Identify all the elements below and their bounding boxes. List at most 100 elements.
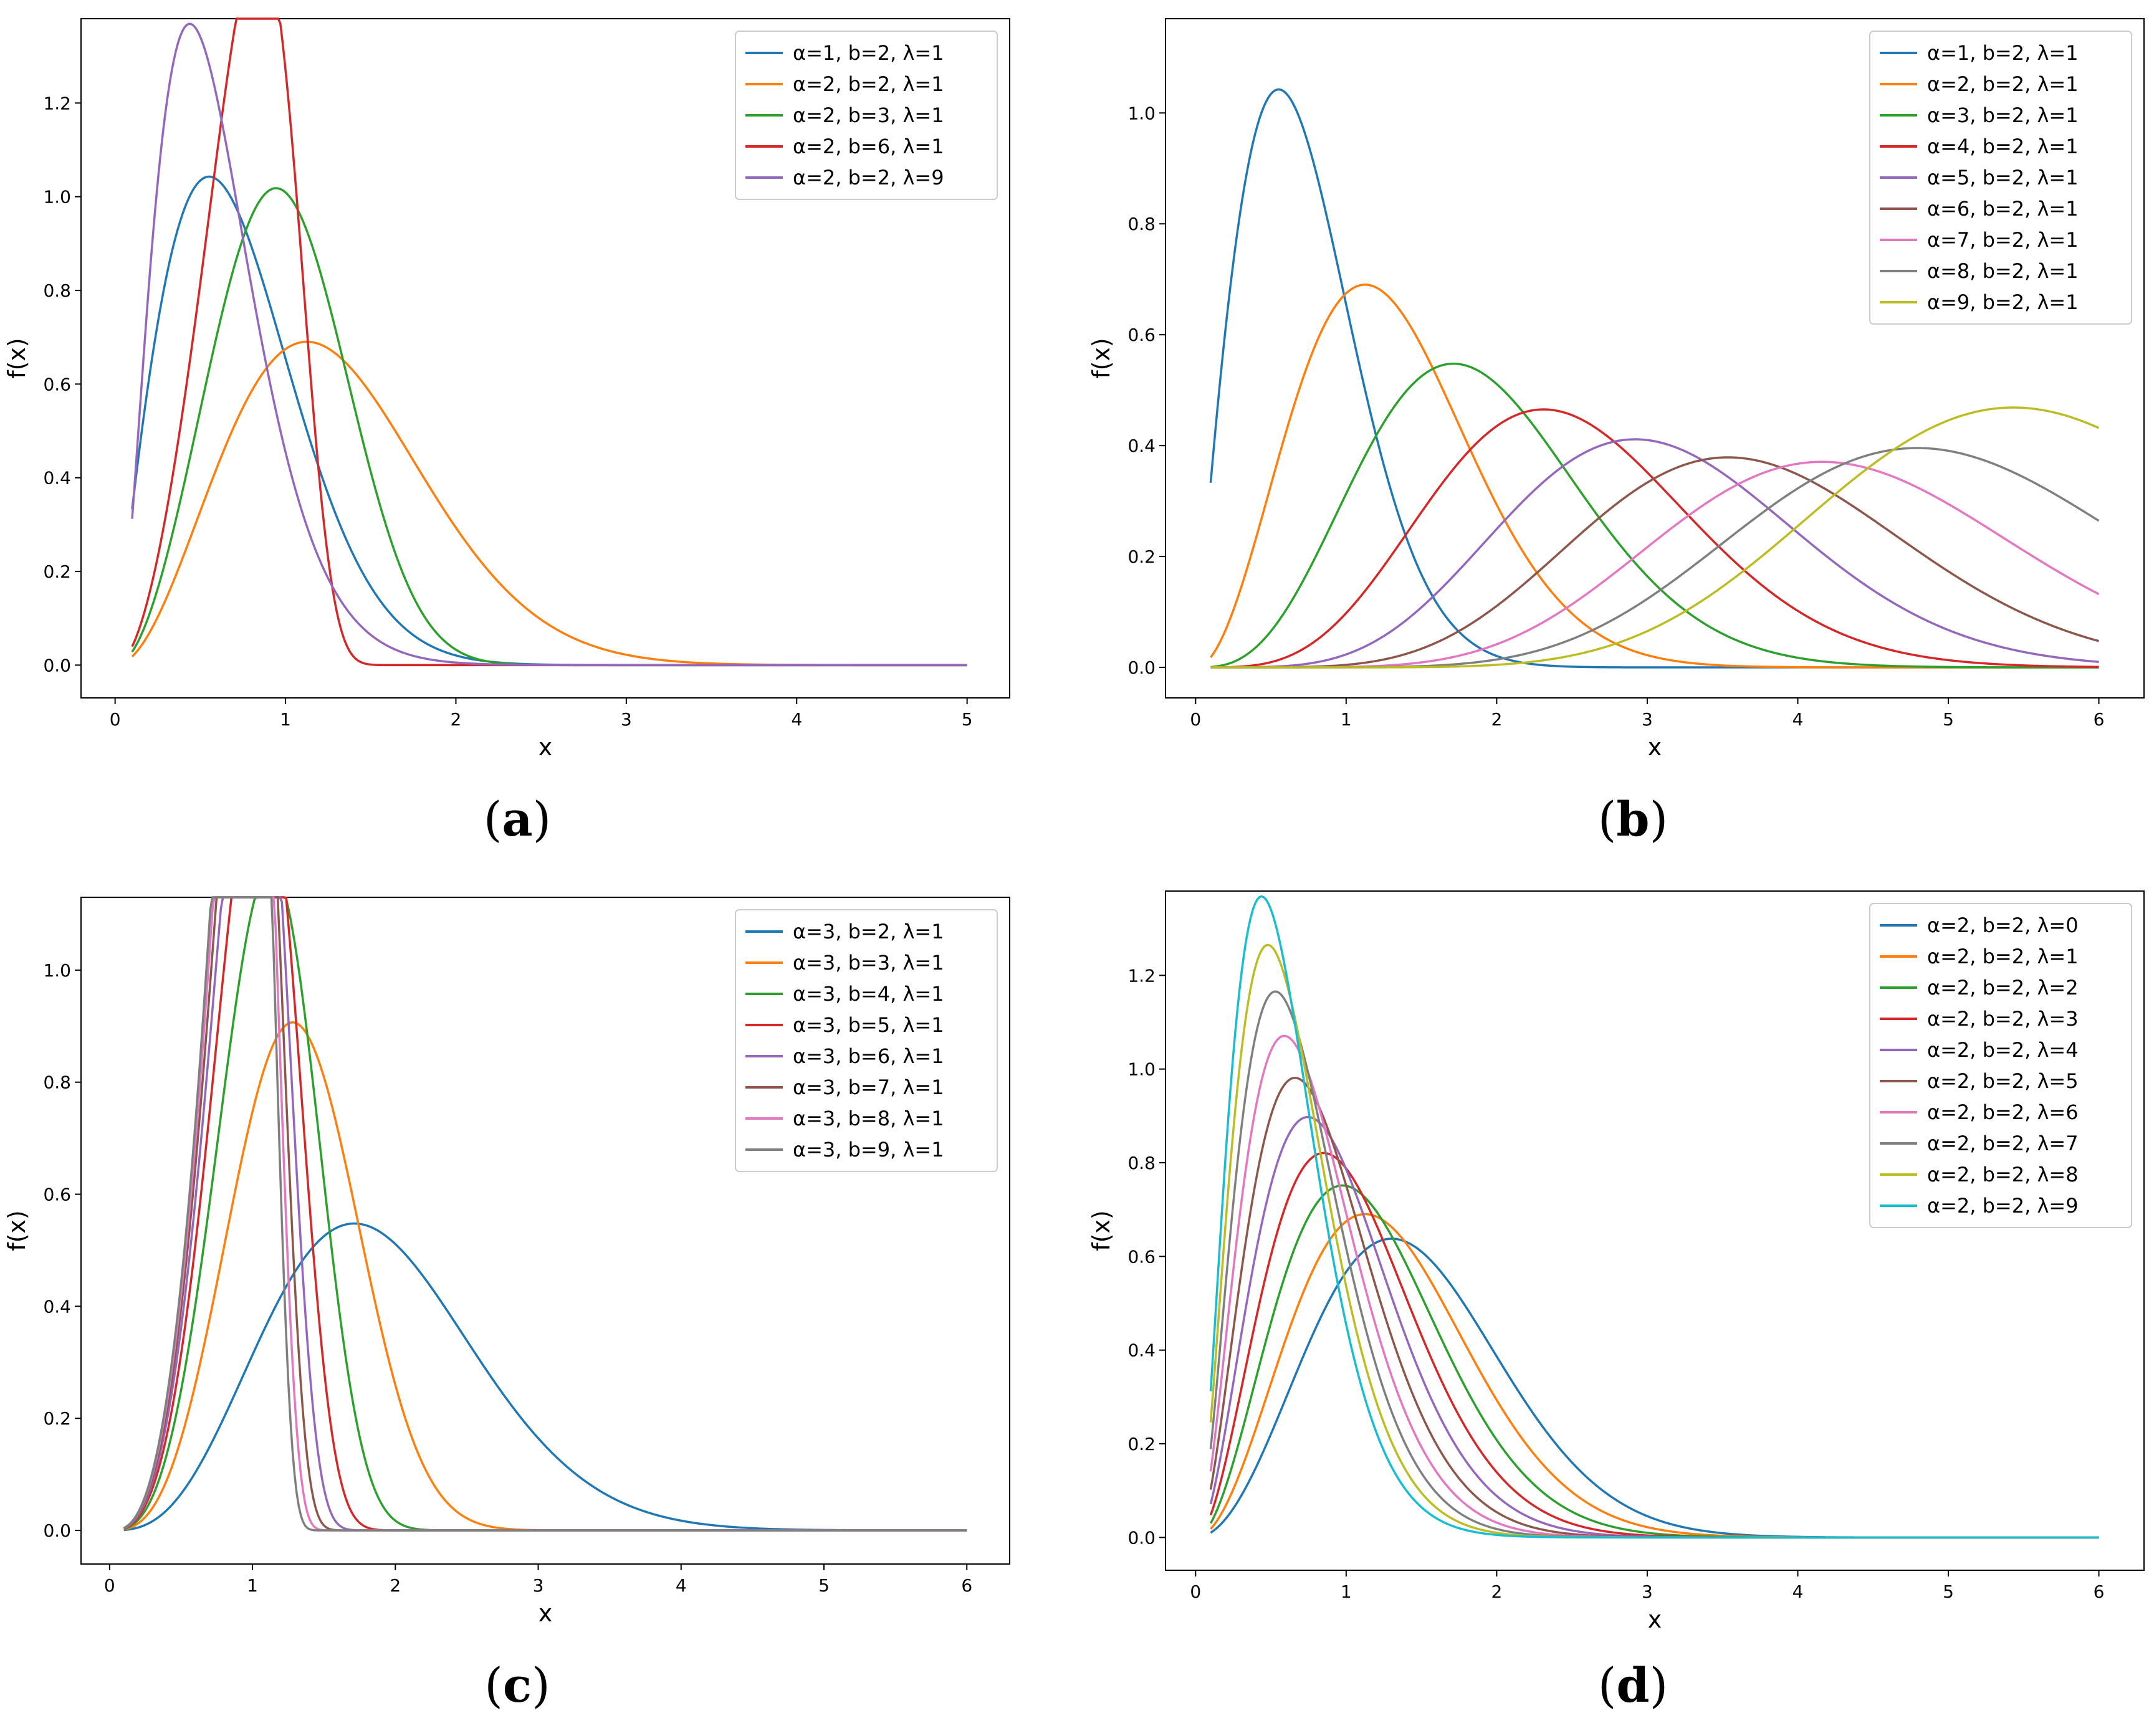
series-line-b-2: [1210, 362, 2099, 669]
x-tick-label-a-4: 4: [791, 709, 802, 730]
chart-panel-b: 0 1 2 3 4 5 6 0.0 0.2 0.4 0.6 0.8 1.0 x f(x) α=1, b=2, …: [1084, 0, 2149, 779]
series-line-d-1: [1210, 1213, 2099, 1539]
x-tick-label-b-1: 1: [1341, 709, 1352, 730]
series-line-c-0: [123, 1222, 967, 1532]
chart-panel-c: 0 1 2 3 4 5 6 0.0 0.2 0.4 0.6 0.8 1.0 x f(x) α=3, b=2, …: [0, 872, 1060, 1651]
series-line-b-3: [1210, 408, 2099, 669]
caption-b: (b): [1597, 791, 1668, 847]
legend-label-d-5: α=2, b=2, λ=5: [1927, 1069, 2079, 1093]
x-tick-label-d-6: 6: [2094, 1581, 2105, 1602]
caption-a-letter: a: [502, 791, 533, 847]
chart-c-svg: 0 1 2 3 4 5 6 0.0 0.2 0.4 0.6 0.8 1.0 x f(x) α=3, b=2, …: [3, 896, 1010, 1627]
x-tick-label-c-1: 1: [247, 1575, 258, 1596]
series-line-a-1: [131, 340, 967, 667]
legend-label-d-8: α=2, b=2, λ=8: [1927, 1163, 2079, 1186]
series-line-d-0: [1210, 1238, 2099, 1539]
y-tick-label-a-6: 1.2: [43, 93, 71, 113]
series-line-c-7: [123, 896, 967, 1532]
x-tick-label-a-0: 0: [110, 709, 121, 730]
legend-label-c-2: α=3, b=4, λ=1: [793, 982, 944, 1006]
legend-label-a-4: α=2, b=2, λ=9: [793, 166, 944, 189]
legend-box-c: [735, 909, 998, 1172]
x-tick-label-c-6: 6: [961, 1575, 972, 1596]
series-line-a-4: [131, 22, 967, 667]
legend-label-a-2: α=2, b=3, λ=1: [793, 103, 944, 127]
x-axis-label-c: x: [538, 1600, 553, 1627]
x-tick-label-d-3: 3: [1642, 1581, 1653, 1602]
legend-label-b-4: α=5, b=2, λ=1: [1927, 166, 2079, 189]
legend-label-b-3: α=4, b=2, λ=1: [1927, 135, 2079, 158]
legend-label-b-6: α=7, b=2, λ=1: [1927, 228, 2079, 252]
y-tick-label-d-2: 0.4: [1127, 1340, 1156, 1361]
caption-d-letter: d: [1616, 1657, 1650, 1713]
x-tick-label-a-3: 3: [621, 709, 632, 730]
plot-frame-d: [1165, 890, 2145, 1571]
x-axis-label-d: x: [1648, 1606, 1662, 1633]
series-line-a-0: [131, 175, 967, 667]
x-tick-label-b-2: 2: [1491, 709, 1502, 730]
y-tick-label-a-5: 1.0: [43, 187, 71, 207]
y-axis-label-a: f(x): [3, 338, 31, 379]
series-line-d-9: [1209, 895, 2099, 1539]
y-tick-label-d-0: 0.0: [1127, 1527, 1156, 1548]
legend-label-c-3: α=3, b=5, λ=1: [793, 1013, 944, 1037]
y-tick-label-a-4: 0.8: [43, 280, 71, 301]
x-tick-label-a-2: 2: [451, 709, 462, 730]
legend-label-d-2: α=2, b=2, λ=2: [1927, 976, 2079, 999]
legend-label-b-2: α=3, b=2, λ=1: [1927, 103, 2079, 127]
x-tick-label-b-3: 3: [1642, 709, 1653, 730]
legend-label-d-1: α=2, b=2, λ=1: [1927, 945, 2079, 968]
caption-b-letter: b: [1616, 791, 1650, 847]
y-axis-label-b: f(x): [1088, 338, 1115, 379]
y-tick-label-d-1: 0.2: [1127, 1434, 1156, 1454]
x-tick-label-c-2: 2: [390, 1575, 401, 1596]
y-tick-label-b-2: 0.4: [1127, 436, 1156, 456]
x-tick-label-b-0: 0: [1190, 709, 1201, 730]
x-tick-label-b-5: 5: [1943, 709, 1954, 730]
legend-box-d: [1869, 903, 2132, 1228]
legend-label-b-0: α=1, b=2, λ=1: [1927, 41, 2079, 65]
y-tick-label-c-1: 0.2: [43, 1408, 71, 1429]
x-tick-label-c-5: 5: [818, 1575, 830, 1596]
legend-label-b-1: α=2, b=2, λ=1: [1927, 72, 2079, 96]
series-line-b-1: [1210, 284, 2099, 669]
y-tick-label-d-6: 1.2: [1127, 965, 1156, 986]
legend-label-d-3: α=2, b=2, λ=3: [1927, 1007, 2079, 1031]
legend-label-c-4: α=3, b=6, λ=1: [793, 1044, 944, 1068]
x-tick-label-d-5: 5: [1943, 1581, 1954, 1602]
x-axis-label-b: x: [1648, 733, 1662, 761]
x-tick-label-c-0: 0: [104, 1575, 115, 1596]
legend-label-b-5: α=6, b=2, λ=1: [1927, 197, 2079, 221]
caption-c: (c): [484, 1657, 550, 1713]
legend-label-d-6: α=2, b=2, λ=6: [1927, 1100, 2079, 1124]
legend-label-d-7: α=2, b=2, λ=7: [1927, 1132, 2079, 1155]
legend-label-a-1: α=2, b=2, λ=1: [793, 72, 944, 96]
y-tick-label-d-5: 1.0: [1127, 1059, 1156, 1080]
series-line-b-5: [1210, 456, 2100, 669]
chart-panel-d: 0 1 2 3 4 5 6 0.0 0.2 0.4 0.6 0.8 1.0 1.2 x f(x) α=2, b=…: [1084, 872, 2149, 1651]
plot-frame-a: [80, 18, 1010, 699]
caption-d: (d): [1597, 1657, 1668, 1713]
y-tick-label-a-2: 0.4: [43, 468, 71, 489]
y-tick-label-a-0: 0.0: [43, 655, 71, 675]
y-tick-label-a-1: 0.2: [43, 561, 71, 582]
x-tick-label-d-2: 2: [1491, 1581, 1502, 1602]
series-line-a-2: [131, 187, 967, 667]
x-tick-label-d-0: 0: [1190, 1581, 1201, 1602]
y-tick-label-d-3: 0.6: [1127, 1246, 1156, 1267]
chart-a-svg: 0 1 2 3 4 5 0.0 0.2 0.4 0.6 0.8 1.0 1.2 x f(x) α=1, b=2…: [3, 17, 1010, 761]
legend-label-d-4: α=2, b=2, λ=4: [1927, 1038, 2079, 1062]
y-tick-label-c-2: 0.4: [43, 1296, 71, 1317]
y-tick-label-c-4: 0.8: [43, 1072, 71, 1093]
series-line-b-8: [1210, 406, 2100, 669]
y-tick-label-c-3: 0.6: [43, 1185, 71, 1205]
x-tick-label-b-6: 6: [2094, 709, 2105, 730]
legend-label-c-0: α=3, b=2, λ=1: [793, 920, 944, 943]
y-axis-label-c: f(x): [3, 1210, 31, 1251]
legend-label-c-7: α=3, b=9, λ=1: [793, 1138, 944, 1161]
legend-label-b-8: α=9, b=2, λ=1: [1927, 290, 2079, 314]
plot-frame-b: [1165, 18, 2145, 699]
legend-label-b-7: α=8, b=2, λ=1: [1927, 259, 2079, 283]
x-tick-label-c-3: 3: [533, 1575, 544, 1596]
legend-label-a-0: α=1, b=2, λ=1: [793, 41, 944, 65]
